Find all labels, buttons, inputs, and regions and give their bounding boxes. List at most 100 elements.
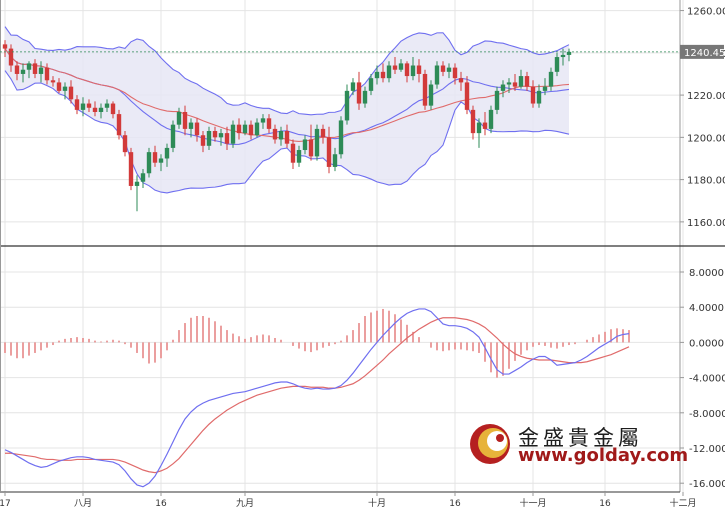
candle-body <box>338 120 344 155</box>
last-price-label: 1240.45 <box>684 48 725 59</box>
candle-body <box>80 103 86 110</box>
candle-body <box>176 111 182 125</box>
candle-body <box>398 63 404 70</box>
candle-body <box>356 82 362 104</box>
candle-body <box>530 86 536 104</box>
last-price-box <box>680 44 724 59</box>
time-tick-label: 16 <box>599 499 611 509</box>
brand-name: 金盛貴金屬 <box>518 426 643 450</box>
candle-body <box>116 114 122 136</box>
macd-tick-label: -4.0000 <box>689 374 725 385</box>
candle-body <box>488 109 494 129</box>
candle-body <box>326 137 332 167</box>
candle-body <box>14 65 20 74</box>
time-tick-label: 九月 <box>236 498 254 509</box>
candle-body <box>146 152 152 174</box>
candle-body <box>566 51 572 55</box>
macd-tick-label: 8.0000 <box>689 268 724 279</box>
candle-body <box>248 124 254 136</box>
candle-body <box>428 84 434 106</box>
candle-body <box>218 133 224 138</box>
candle-body <box>308 139 314 157</box>
candle-body <box>434 65 440 85</box>
price-tick-label: 1260.00 <box>687 7 725 18</box>
candle-body <box>476 122 482 134</box>
candle-body <box>134 181 140 186</box>
candle-body <box>62 86 68 91</box>
candle-body <box>290 143 296 163</box>
candle-body <box>332 154 338 167</box>
candle-body <box>524 76 530 87</box>
candle-body <box>512 82 518 87</box>
candle-body <box>194 122 200 136</box>
time-tick-label: 十月 <box>368 497 386 509</box>
time-tick-label: 十一月 <box>519 497 546 509</box>
candle-body <box>44 67 50 81</box>
candle-body <box>464 82 470 110</box>
candle-body <box>416 65 422 74</box>
macd-panel[interactable] <box>4 308 630 488</box>
candle-body <box>368 78 374 91</box>
candle-body <box>374 71 380 79</box>
time-tick-label: 16 <box>155 499 167 509</box>
candle-body <box>446 67 452 72</box>
candle-body <box>500 84 506 91</box>
candle-body <box>236 124 242 134</box>
candle-body <box>458 78 464 83</box>
brand-logo-hole <box>487 431 507 451</box>
candle-body <box>518 76 524 87</box>
candle-body <box>8 48 14 66</box>
brand-logo <box>470 424 510 464</box>
candle-body <box>482 122 488 129</box>
macd-tick-label: -8.0000 <box>689 409 725 420</box>
macd-line <box>4 308 630 488</box>
candle-body <box>302 139 308 151</box>
candle-body <box>38 67 44 74</box>
candle-body <box>272 128 278 140</box>
candle-body <box>152 152 158 163</box>
candle-body <box>548 71 554 87</box>
candle-body <box>92 107 98 112</box>
candle-body <box>266 118 272 129</box>
candle-body <box>494 90 500 110</box>
candle-body <box>2 44 8 49</box>
candle-body <box>506 82 512 85</box>
candle-body <box>110 103 116 115</box>
time-tick-label: 16 <box>449 499 461 509</box>
candle-body <box>182 111 188 129</box>
macd-tick-label: 4.0000 <box>689 303 724 314</box>
candle-body <box>440 65 446 72</box>
candle-body <box>320 128 326 138</box>
candle-body <box>554 57 560 72</box>
candle-body <box>50 80 56 83</box>
candle-body <box>254 122 260 136</box>
candle-body <box>170 124 176 148</box>
candlestick-series[interactable] <box>2 40 572 212</box>
macd-tick-label: -12.0000 <box>689 444 725 455</box>
candle-body <box>386 65 392 79</box>
candle-body <box>206 131 212 146</box>
brand-logo-dot <box>496 434 504 442</box>
candle-body <box>314 128 320 157</box>
candle-body <box>200 135 206 146</box>
candle-body <box>26 63 32 70</box>
candle-body <box>20 69 26 74</box>
candle-body <box>230 124 236 144</box>
candle-body <box>32 63 38 74</box>
candle-body <box>470 109 476 134</box>
candle-body <box>212 131 218 138</box>
candle-body <box>410 65 416 77</box>
candle-body <box>260 118 266 123</box>
candle-body <box>158 158 164 163</box>
candle-body <box>278 131 284 140</box>
candle-body <box>104 103 110 108</box>
candle-body <box>164 147 170 159</box>
brand-url: www.golday.com <box>518 445 688 466</box>
candle-body <box>362 90 368 104</box>
macd-tick-label: 0.0000 <box>689 338 724 349</box>
candle-body <box>404 63 410 77</box>
candle-body <box>422 73 428 106</box>
candle-body <box>98 107 104 112</box>
candle-body <box>86 103 92 108</box>
